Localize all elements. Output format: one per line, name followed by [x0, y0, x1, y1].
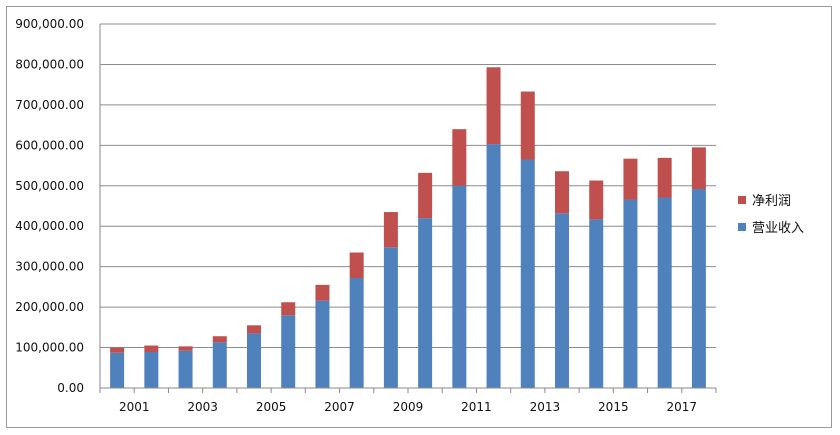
bar-revenue	[144, 352, 159, 388]
x-tick-label: 2001	[119, 400, 150, 414]
y-tick-labels: 900,000.00 800,000.00 700,000.00 600,000.00…	[15, 17, 84, 395]
bar-profit	[418, 172, 433, 219]
y-tick-label: 400,000.00	[15, 219, 84, 233]
bar-revenue	[110, 352, 125, 388]
y-tick-label: 0.00	[57, 381, 84, 395]
bar-revenue	[589, 219, 604, 388]
bar-profit	[315, 284, 330, 301]
bar-revenue	[281, 315, 296, 388]
bar-profit	[555, 171, 569, 214]
bar-profit	[144, 345, 159, 353]
x-tick-label: 2009	[393, 400, 424, 414]
legend-label-revenue: 营业收入	[752, 221, 804, 236]
bar-revenue	[349, 277, 364, 388]
x-tick-label: 2017	[667, 400, 698, 414]
legend-swatch-profit	[738, 196, 746, 204]
legend-label-profit: 净利润	[752, 194, 791, 209]
bar-profit	[520, 91, 535, 160]
gridlines	[100, 23, 716, 349]
bar-profit	[486, 67, 501, 145]
y-tick-label: 700,000.00	[15, 98, 84, 112]
x-tick-labels: 2001 2003 2005 2007 2009 2011 2013 2015 2017	[99, 388, 717, 414]
bar-profit	[383, 212, 398, 248]
x-tick-label: 2005	[256, 400, 287, 414]
bar-revenue	[623, 199, 638, 388]
x-tick-label: 2013	[530, 400, 561, 414]
bar-revenue	[418, 218, 433, 388]
bar-revenue	[178, 350, 193, 388]
bar-revenue	[247, 333, 261, 388]
bar-profit	[110, 347, 125, 353]
bar-profit	[349, 252, 364, 278]
bar-revenue	[691, 189, 706, 388]
bar-profit	[212, 336, 227, 343]
bar-revenue	[452, 185, 467, 388]
bar-profit	[691, 147, 706, 190]
bars	[110, 67, 706, 388]
bar-revenue	[315, 300, 330, 388]
bar-profit	[178, 346, 193, 351]
bar-revenue	[212, 342, 227, 388]
y-tick-label: 200,000.00	[15, 300, 84, 314]
legend: 净利润 营业收入	[738, 194, 804, 236]
bar-profit	[623, 158, 638, 200]
bar-profit	[281, 302, 296, 316]
y-tick-label: 900,000.00	[15, 17, 84, 31]
bar-revenue	[657, 197, 672, 388]
bar-profit	[589, 180, 604, 220]
bar-profit	[452, 129, 467, 186]
y-tick-label: 800,000.00	[15, 57, 84, 71]
legend-swatch-revenue	[738, 223, 746, 231]
bar-revenue	[555, 213, 569, 388]
x-tick-label: 2011	[461, 400, 492, 414]
bar-revenue	[520, 159, 535, 388]
y-tick-label: 500,000.00	[15, 179, 84, 193]
bar-profit	[657, 157, 672, 198]
bar-revenue	[383, 247, 398, 388]
bar-profit	[247, 325, 261, 334]
y-tick-label: 100,000.00	[15, 341, 84, 355]
y-tick-label: 600,000.00	[15, 138, 84, 152]
bar-revenue	[486, 144, 501, 388]
x-tick-label: 2003	[187, 400, 218, 414]
y-tick-label: 300,000.00	[15, 260, 84, 274]
x-tick-label: 2015	[598, 400, 629, 414]
x-tick-label: 2007	[324, 400, 355, 414]
